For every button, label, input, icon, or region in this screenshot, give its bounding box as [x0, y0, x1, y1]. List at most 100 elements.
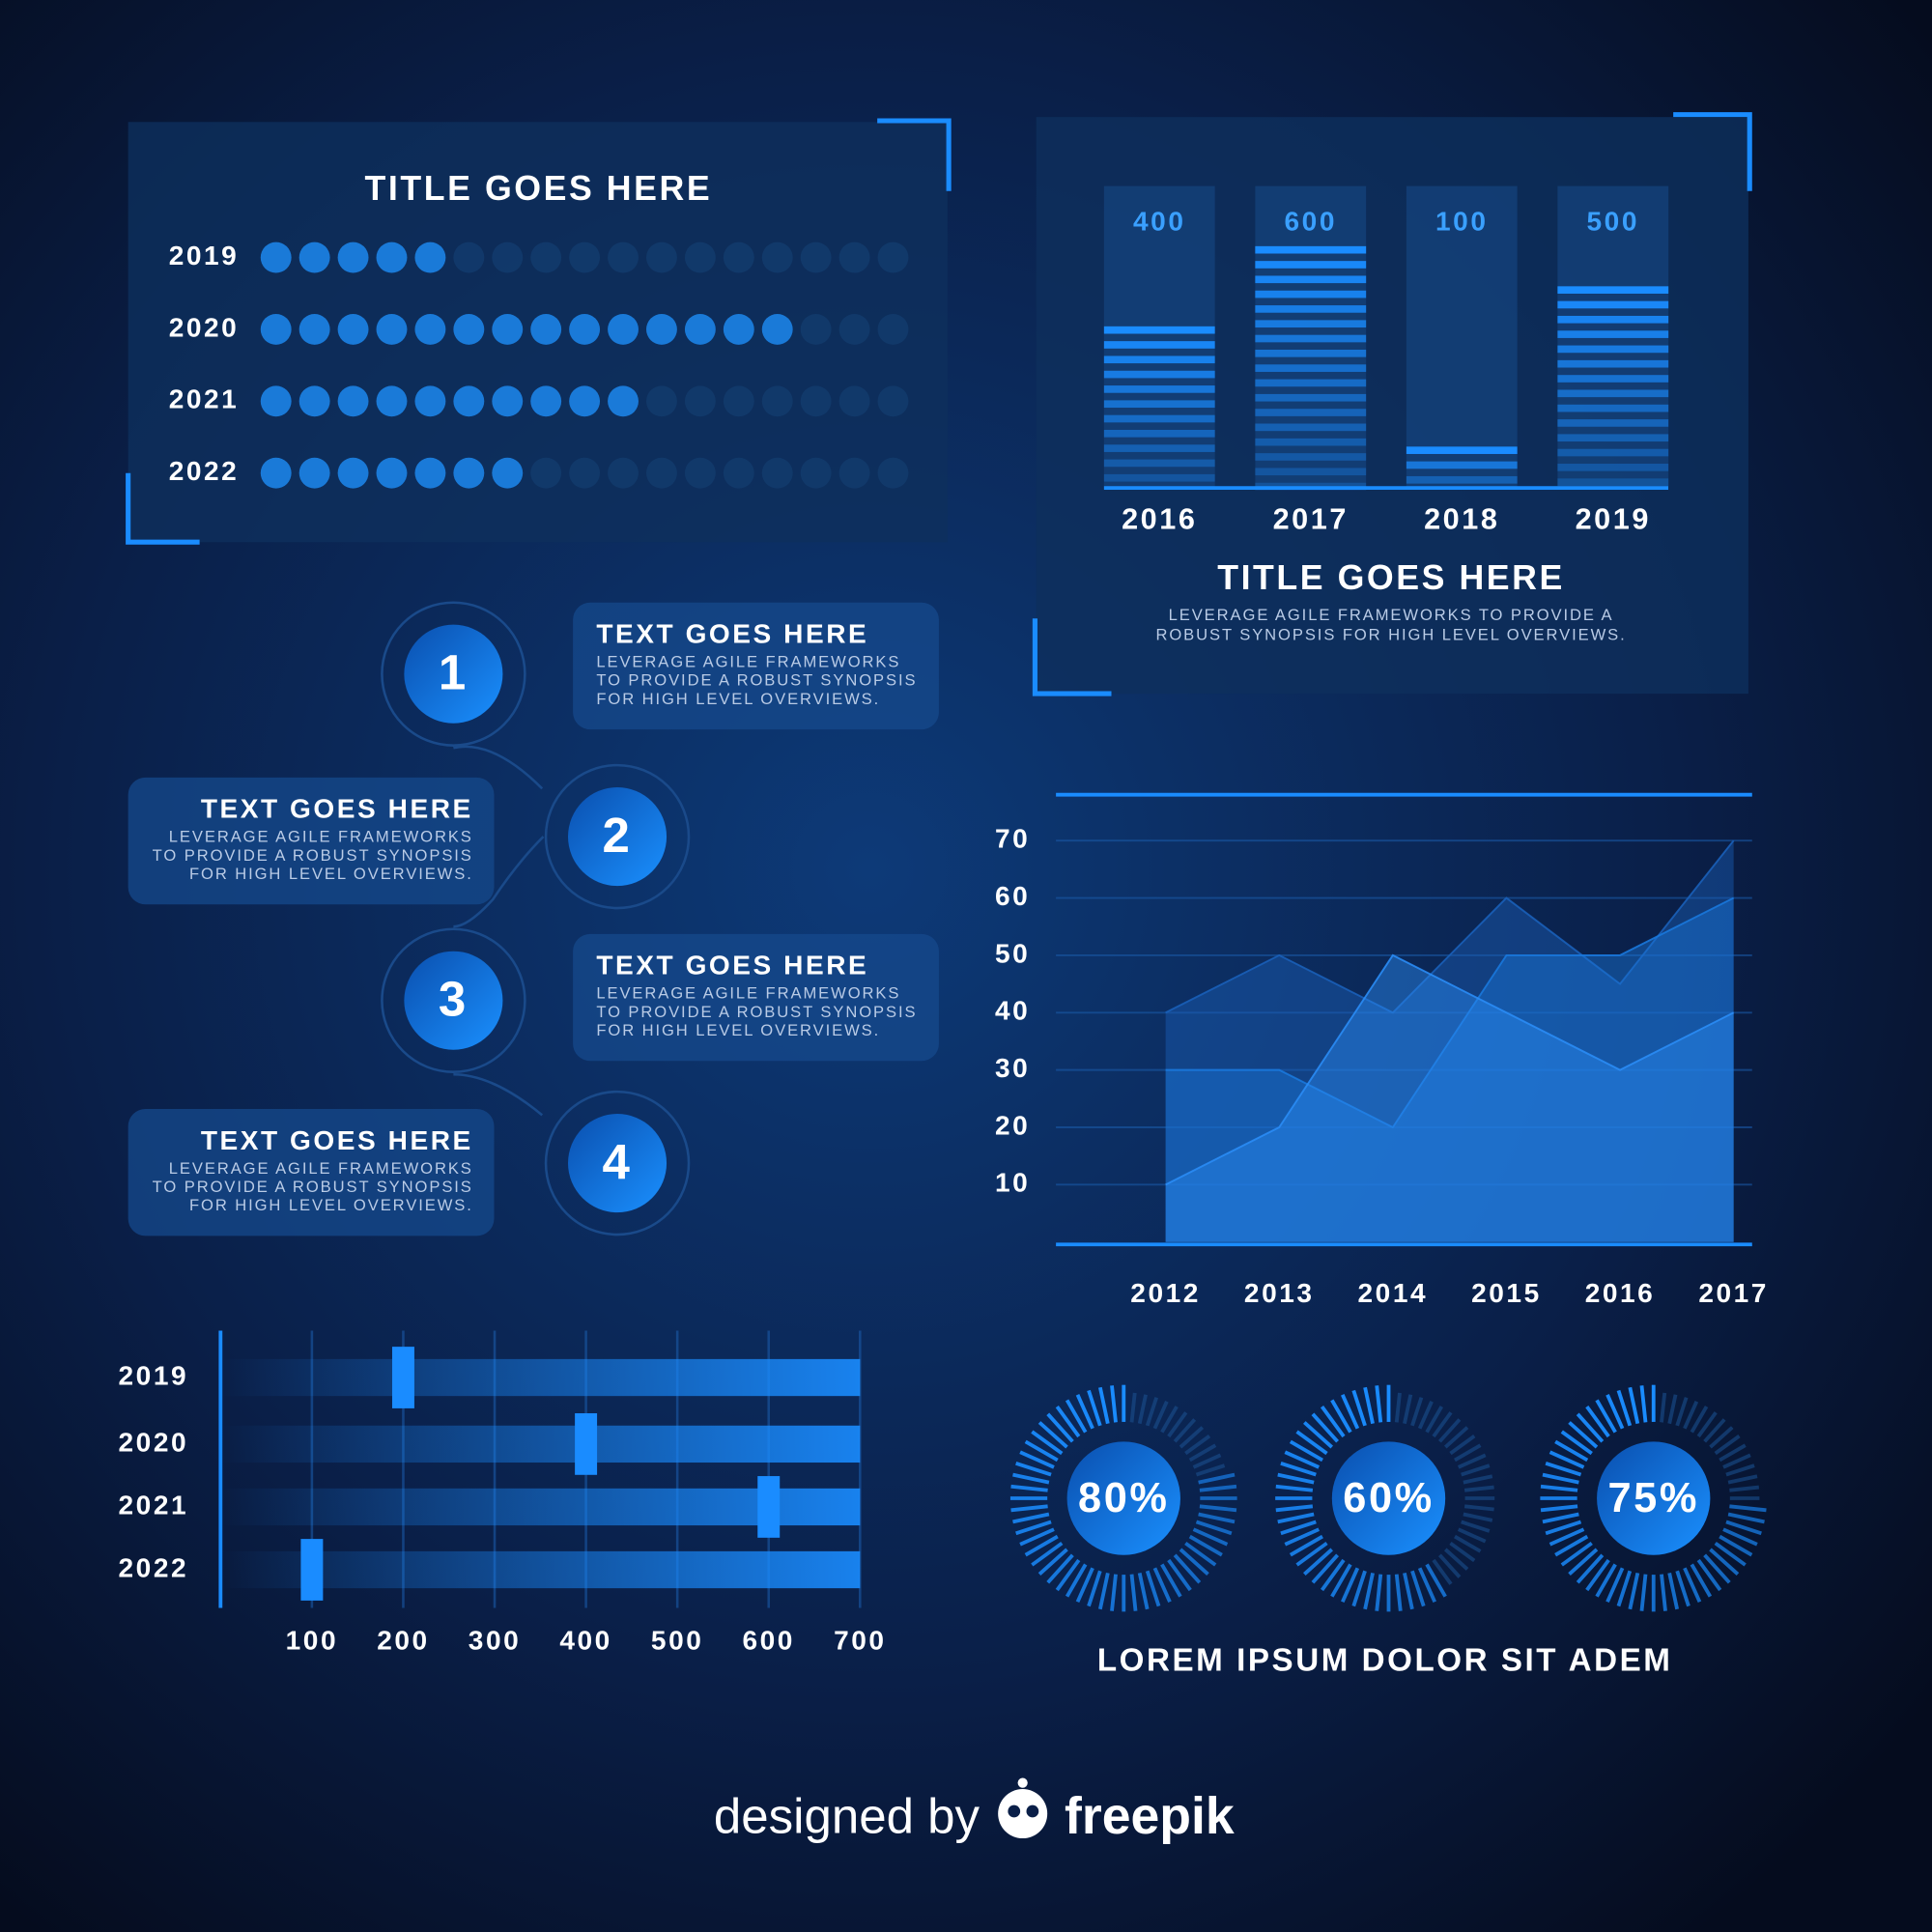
step-circle — [568, 787, 668, 887]
bar-stripe — [1255, 334, 1367, 343]
x-tick-label: 100 — [286, 1626, 338, 1656]
step-body: FOR HIGH LEVEL OVERVIEWS. — [596, 1021, 880, 1039]
x-tick-label: 2014 — [1358, 1278, 1429, 1308]
gauge-tick — [1560, 1541, 1593, 1567]
value-label: 500 — [1587, 206, 1639, 236]
dot — [530, 385, 562, 417]
value-label: 600 — [1285, 206, 1337, 236]
dot — [260, 313, 292, 345]
gauge-tick-dim — [1709, 1426, 1734, 1449]
empty-dot — [761, 457, 793, 489]
gauge-tick-dim — [1690, 1406, 1709, 1434]
value-label: 75% — [1608, 1475, 1699, 1521]
gauge-tick-dim — [1443, 1426, 1469, 1449]
gauge-tick — [1055, 1558, 1081, 1592]
gauge-center — [1331, 1441, 1446, 1555]
gauge-tick — [1683, 1567, 1702, 1604]
step-box — [128, 777, 495, 905]
gauge-tick-dim — [1152, 1401, 1169, 1430]
gauge-tick — [1137, 1572, 1150, 1610]
marker — [300, 1539, 324, 1601]
gauge-tick-dim — [1457, 1453, 1487, 1469]
bar-stripe — [1557, 419, 1669, 427]
empty-dot — [838, 313, 870, 345]
gauge — [1275, 1384, 1495, 1612]
subtitle: ROBUST SYNOPSIS FOR HIGH LEVEL OVERVIEWS… — [1155, 626, 1626, 644]
gauge-tick — [1024, 1439, 1059, 1463]
gauge-tick — [1729, 1504, 1767, 1513]
gauge-tick — [1417, 1567, 1436, 1604]
x-tick-label: 400 — [559, 1626, 611, 1656]
gauge-tick-dim — [1437, 1553, 1462, 1578]
value-label: 100 — [1435, 206, 1488, 236]
step-box — [573, 933, 939, 1062]
gauge-tick — [1152, 1567, 1172, 1604]
gauge-tick — [1065, 1563, 1088, 1598]
bar-stripe — [1103, 355, 1215, 364]
gauge-tick — [1280, 1461, 1317, 1477]
dot — [298, 242, 330, 273]
bar-stripe — [1406, 446, 1518, 454]
gauge-tick-dim — [1722, 1453, 1751, 1469]
empty-dot — [646, 242, 677, 273]
bar-stripe — [1557, 345, 1669, 354]
x-tick-label: 700 — [834, 1626, 886, 1656]
gauge-tick — [1595, 1563, 1617, 1598]
dot — [414, 457, 446, 489]
dot — [337, 313, 369, 345]
bar-stripe — [1103, 400, 1215, 409]
gauge-tick — [1727, 1512, 1765, 1524]
gauge-tick — [1024, 1534, 1059, 1557]
bar-stripe — [1406, 461, 1518, 469]
bar-stripe — [1103, 385, 1215, 393]
empty-dot — [453, 242, 485, 273]
gauge-tick — [1097, 1572, 1110, 1610]
step-body: FOR HIGH LEVEL OVERVIEWS. — [189, 1196, 473, 1214]
dot — [376, 457, 408, 489]
gauge-tick-dim — [1675, 1397, 1689, 1427]
gauge-tick — [1065, 1399, 1088, 1434]
gauge-tick-dim — [1432, 1411, 1453, 1438]
gauge-tick-dim — [1160, 1406, 1179, 1434]
dot — [492, 385, 524, 417]
gauge-tick — [1031, 1430, 1064, 1456]
x-tick-label: 2015 — [1471, 1278, 1542, 1308]
gauge-tick-dim — [1195, 1463, 1226, 1477]
gauge-tick-dim — [1437, 1418, 1462, 1443]
gauge-tick — [1192, 1527, 1229, 1547]
gauge-tick-dim — [1696, 1411, 1718, 1438]
gauge-tick — [1199, 1504, 1237, 1513]
step-title: TEXT GOES HERE — [596, 951, 868, 980]
gauge-tick-dim — [1454, 1443, 1482, 1463]
gauge-tick — [1554, 1439, 1589, 1463]
step-circle — [568, 1114, 668, 1213]
bar-stripe — [1255, 261, 1367, 269]
step-box — [573, 602, 939, 730]
bar — [1103, 326, 1215, 482]
empty-dot — [761, 242, 793, 273]
x-tick-label: 300 — [469, 1626, 521, 1656]
gauge-tick-dim — [1714, 1434, 1741, 1456]
gauge-tick — [1667, 1572, 1680, 1610]
x-tick-label: 600 — [743, 1626, 795, 1656]
gauge-tick — [1199, 1484, 1237, 1492]
gauge-tick-dim — [1457, 1527, 1487, 1544]
gauge-tick-dim — [1188, 1443, 1217, 1463]
value-label: 60% — [1343, 1475, 1434, 1521]
gauge-tick — [1363, 1572, 1375, 1610]
bar-stripe — [1557, 315, 1669, 324]
gauge-tick — [1540, 1484, 1578, 1492]
step-number: 1 — [439, 645, 469, 700]
step-body: TO PROVIDE A ROBUST SYNOPSIS — [596, 671, 917, 690]
gauge-tick-dim — [1449, 1434, 1476, 1456]
y-tick-label: 70 — [995, 824, 1030, 854]
dot — [414, 313, 446, 345]
bar-stripe — [1103, 473, 1215, 482]
dot — [260, 242, 292, 273]
bar-stripe — [1406, 475, 1518, 484]
dot — [260, 457, 292, 489]
empty-dot — [723, 457, 754, 489]
gauge-tick — [1277, 1472, 1315, 1485]
bar-stripe — [1103, 429, 1215, 438]
